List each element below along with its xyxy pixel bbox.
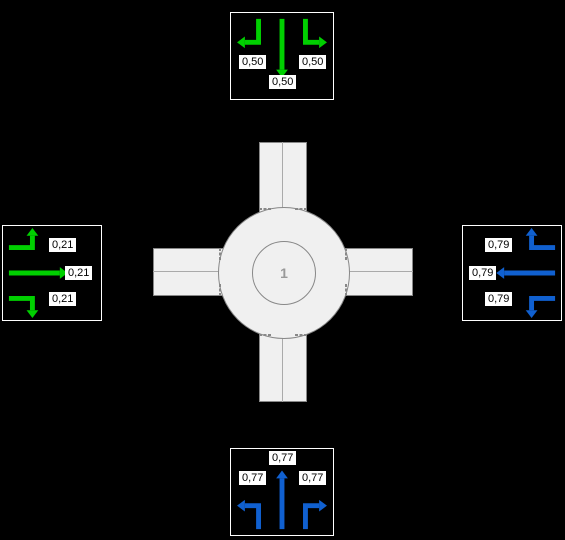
- signal-panel-south: 0,77 0,77 0,77: [230, 448, 334, 536]
- value-label: 0,79: [469, 266, 496, 280]
- diagram-root: 1 0,50 0,50 0,50: [0, 0, 565, 540]
- value-label: 0,77: [299, 471, 326, 485]
- signal-panel-north: 0,50 0,50 0,50: [230, 12, 334, 100]
- signal-panel-east: 0,79 0,79 0,79: [462, 225, 562, 321]
- dash: [295, 334, 307, 336]
- value-label: 0,50: [239, 55, 266, 69]
- dash: [295, 208, 307, 210]
- value-label: 0,79: [485, 238, 512, 252]
- value-label: 0,77: [269, 451, 296, 465]
- value-label: 0,77: [239, 471, 266, 485]
- value-label: 0,21: [49, 238, 76, 252]
- signal-panel-west: 0,21 0,21 0,21: [2, 225, 102, 321]
- lane-mark: [282, 332, 283, 402]
- roundabout-center: 1: [252, 241, 316, 305]
- dash: [259, 334, 271, 336]
- dash: [345, 248, 347, 260]
- value-label: 0,21: [49, 292, 76, 306]
- value-label: 0,50: [269, 75, 296, 89]
- value-label: 0,79: [485, 292, 512, 306]
- value-label: 0,50: [299, 55, 326, 69]
- lane-mark: [153, 271, 223, 272]
- dash: [259, 208, 271, 210]
- dash: [345, 284, 347, 296]
- roundabout-label: 1: [280, 265, 288, 281]
- lane-mark: [282, 142, 283, 212]
- dash: [219, 284, 221, 296]
- value-label: 0,21: [65, 266, 92, 280]
- lane-mark: [343, 271, 413, 272]
- dash: [219, 248, 221, 260]
